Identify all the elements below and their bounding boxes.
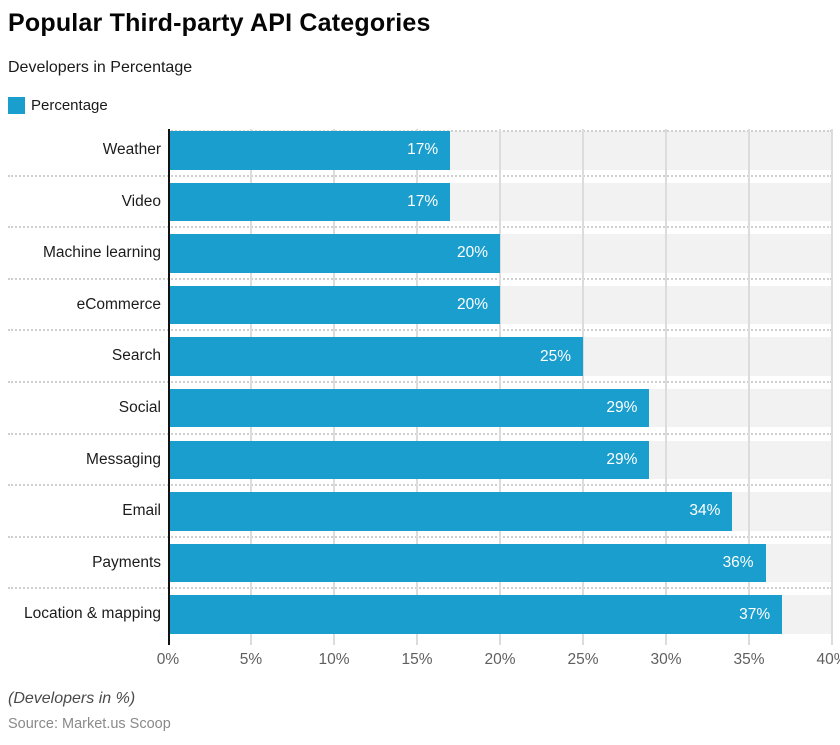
chart-row: Email 34%: [8, 490, 832, 542]
bar-value-label: 25%: [539, 347, 571, 365]
x-tick-label: 0%: [156, 650, 180, 668]
x-tick-label: 35%: [733, 650, 765, 668]
bar-track: 25%: [168, 335, 832, 387]
bar-track: 37%: [168, 593, 832, 645]
page-title: Popular Third-party API Categories: [8, 9, 431, 37]
bar-value-label: 37%: [739, 605, 771, 623]
category-label: Social: [118, 398, 161, 416]
y-axis-line: [168, 129, 170, 645]
bar-value-label: 29%: [606, 399, 638, 417]
category-label: Search: [111, 347, 161, 365]
x-tick-label: 5%: [239, 650, 263, 668]
bar-track: 36%: [168, 542, 832, 594]
legend: Percentage: [8, 96, 832, 114]
bar-value-label: 17%: [407, 192, 439, 210]
category-label: eCommerce: [76, 295, 161, 313]
bar-value-label: 29%: [606, 450, 638, 468]
chart-row: Machine learning 20%: [8, 232, 832, 284]
chart-rows: Weather 17% Video 17% Machine learning: [8, 129, 832, 645]
bar-track: 20%: [168, 284, 832, 336]
bar-value-label: 34%: [689, 502, 721, 520]
category-label: Payments: [92, 553, 161, 571]
chart-row: Social 29%: [8, 387, 832, 439]
bar-social[interactable]: 29%: [168, 388, 650, 428]
bar-value-label: 20%: [456, 244, 488, 262]
bar-weather[interactable]: 17%: [168, 131, 451, 170]
bar-value-label: 36%: [722, 554, 754, 571]
x-tick-label: 25%: [567, 650, 599, 668]
category-label: Messaging: [86, 450, 161, 468]
chart-row: Video 17%: [8, 181, 832, 233]
bar-track: 34%: [168, 490, 832, 542]
bar-track: 29%: [168, 387, 832, 439]
category-label: Location & mapping: [23, 605, 161, 623]
bar-location-mapping[interactable]: 37%: [168, 595, 783, 634]
bar-value-label: 17%: [407, 141, 439, 159]
bar-track: 17%: [168, 181, 832, 233]
chart-row: Location & mapping 37%: [8, 593, 832, 645]
chart-row: Payments 36%: [8, 542, 832, 594]
x-tick-label: 30%: [650, 650, 682, 668]
bar-messaging[interactable]: 29%: [168, 440, 650, 480]
bar-search[interactable]: 25%: [168, 337, 583, 376]
bar-video[interactable]: 17%: [168, 182, 451, 222]
x-tick-label: 40%: [816, 650, 840, 668]
bar-ecommerce[interactable]: 20%: [168, 285, 500, 325]
x-axis: 0% 5% 10% 15% 20% 25% 30% 35% 40%: [157, 645, 840, 671]
bar-email[interactable]: 34%: [168, 492, 733, 531]
chart-row: Search 25%: [8, 335, 832, 387]
bar-track: 20%: [168, 232, 832, 284]
bar-payments[interactable]: 36%: [168, 543, 766, 583]
chart-row: Messaging 29%: [8, 439, 832, 491]
x-tick-label: 20%: [484, 650, 516, 668]
chart-row: eCommerce 20%: [8, 284, 832, 336]
category-label: Machine learning: [42, 244, 161, 262]
bar-machine-learning[interactable]: 20%: [168, 234, 500, 273]
x-tick-label: 15%: [401, 650, 433, 668]
bar-chart: Weather 17% Video 17% Machine learning: [8, 129, 840, 671]
legend-swatch-icon[interactable]: [8, 96, 25, 114]
category-label: Video: [121, 192, 161, 210]
chart-source: Source: Market.us Scoop: [8, 715, 171, 732]
category-label: Weather: [102, 141, 161, 158]
bar-track: 17%: [168, 129, 832, 181]
bar-track: 29%: [168, 439, 832, 491]
bar-value-label: 20%: [456, 296, 488, 314]
legend-label[interactable]: Percentage: [31, 96, 108, 114]
category-label: Email: [122, 502, 161, 520]
chart-subtitle: Developers in Percentage: [8, 59, 193, 76]
chart-note: (Developers in %): [8, 689, 136, 707]
x-tick-label: 10%: [318, 650, 350, 668]
chart-row: Weather 17%: [8, 129, 832, 181]
